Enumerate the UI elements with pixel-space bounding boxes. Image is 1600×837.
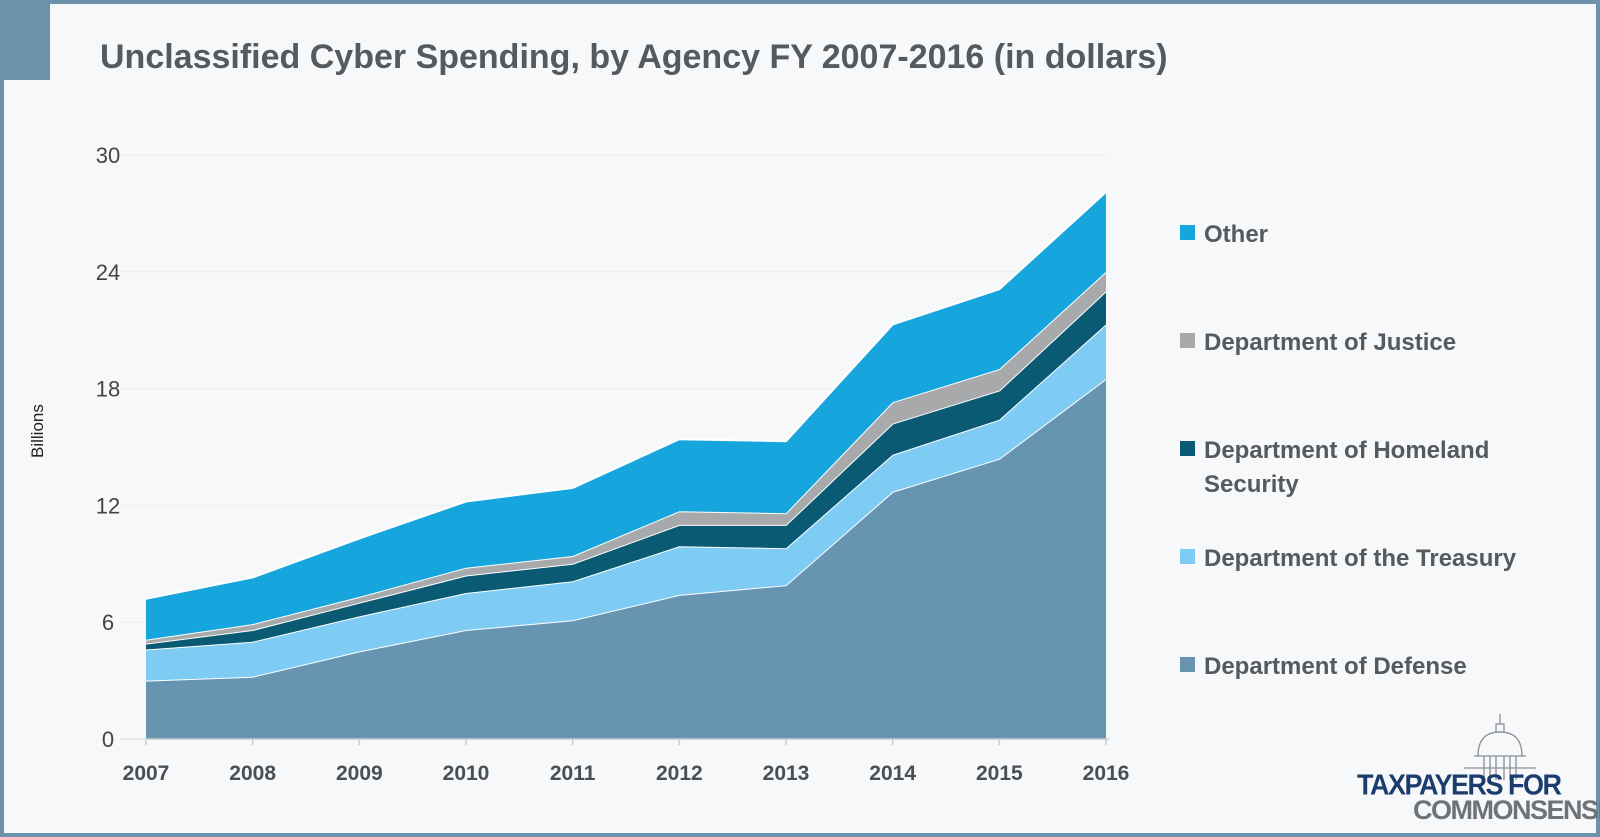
legend-item-defense: Department of Defense (1180, 650, 1560, 684)
legend-item-other: Other (1180, 218, 1560, 252)
legend-swatch-defense (1180, 657, 1195, 672)
logo-line-1: TAXPAYERS FOR (1357, 769, 1562, 801)
y-tick-label-30: 30 (96, 143, 120, 168)
x-tick-label-2016: 2016 (1083, 762, 1130, 785)
y-tick-label-24: 24 (96, 260, 120, 285)
y-tick-label-18: 18 (96, 377, 120, 402)
area-edge-other (145, 191, 1107, 600)
area-treasury (146, 324, 1106, 681)
x-tick-label-2015: 2015 (976, 762, 1023, 785)
capitol-dome-icon (1464, 714, 1536, 780)
legend-label-homeland-security: Department of Homeland Security (1204, 437, 1490, 498)
x-tick-label-2010: 2010 (443, 762, 490, 785)
x-tick-label-2013: 2013 (763, 762, 810, 785)
chart-title: Unclassified Cyber Spending, by Agency F… (100, 38, 1168, 76)
corner-accent (4, 4, 50, 80)
legend-label-treasury: Department of the Treasury (1204, 545, 1517, 572)
legend-item-justice: Department of Justice (1180, 326, 1560, 360)
y-tick-label-0: 0 (102, 727, 114, 752)
x-tick-label-2012: 2012 (656, 762, 703, 785)
legend-swatch-treasury (1180, 549, 1195, 564)
area-other (146, 192, 1106, 640)
y-tick-label-12: 12 (96, 493, 120, 518)
legend-swatch-homeland-security (1180, 441, 1195, 456)
y-tick-label-6: 6 (102, 610, 114, 635)
legend-swatch-other (1180, 225, 1195, 240)
y-tick-labels: 0 6 12 18 24 30 (96, 143, 120, 752)
legend-item-homeland-security: Department of Homeland Security (1180, 434, 1510, 502)
x-tick-labels: 2007 2008 2009 2010 2011 2012 2013 2014 2015 2016 (123, 738, 1130, 785)
area-defense (146, 378, 1106, 739)
legend-label-justice: Department of Justice (1204, 329, 1457, 356)
x-tick-label-2008: 2008 (229, 762, 276, 785)
legend-label-defense: Department of Defense (1204, 653, 1467, 680)
x-tick-label-2007: 2007 (123, 762, 170, 785)
x-tick-label-2014: 2014 (869, 762, 916, 785)
series-areas (145, 191, 1107, 739)
legend-label-other: Other (1204, 221, 1269, 248)
legend-swatch-justice (1180, 333, 1195, 348)
x-tick-label-2011: 2011 (550, 762, 596, 785)
legend-item-treasury: Department of the Treasury (1180, 542, 1560, 576)
taxpayers-logo: TAXPAYERS FOR COMMONSENSE (1355, 714, 1600, 825)
x-tick-label-2009: 2009 (336, 762, 383, 785)
logo-line-2: COMMONSENSE (1413, 795, 1600, 825)
